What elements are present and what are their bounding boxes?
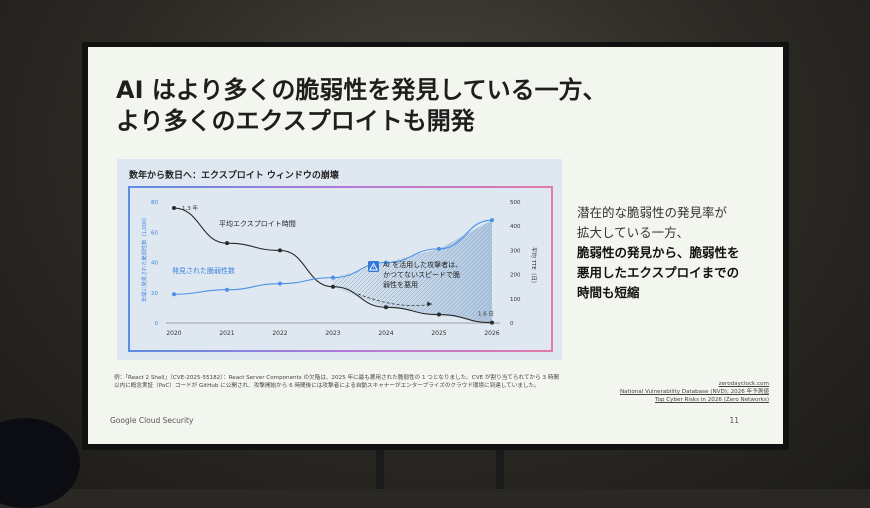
slide-title: AI はより多くの脆弱性を発見している一方、 より多くのエクスプロイトも開発 bbox=[116, 75, 736, 137]
vulnerability-point bbox=[331, 275, 335, 280]
exploit-time-point bbox=[384, 305, 388, 310]
y-right-tick-label: 300 bbox=[510, 248, 521, 254]
vulnerability-point bbox=[172, 292, 176, 297]
reference-3[interactable]: Top Cyber Risks in 2026 (Zero Networks) bbox=[655, 397, 769, 403]
chart-panel: 数年から数日へ：エクスプロイト ウィンドウの崩壊 2020 2021 2022 202… bbox=[117, 159, 562, 360]
exploit-time-point bbox=[172, 206, 176, 211]
side-line-4: 悪用したエクスプロイまでの bbox=[577, 265, 740, 280]
vulnerability-point bbox=[490, 218, 494, 223]
footnote: 例：「React 2 Shell」（CVE-2025-55182）：React … bbox=[114, 374, 584, 390]
y-right-tick-label: 0 bbox=[510, 321, 514, 327]
y-left-tick-label: 20 bbox=[151, 291, 158, 297]
title-line-1: AI はより多くの脆弱性を発見している一方、 bbox=[116, 76, 607, 104]
series-label-vulnerabilities: 発見された脆弱性数 bbox=[172, 266, 235, 275]
callout-line-3: 弱性を悪用 bbox=[383, 280, 418, 289]
x-tick-label: 2020 bbox=[166, 330, 181, 337]
footnote-line-2: 以内に概念実証（PoC）コードが GitHub に公開され、攻撃開始から 6 時… bbox=[114, 383, 540, 389]
monitor-stand-right bbox=[496, 449, 504, 489]
callout-line-1: AI を活用した攻撃者は、 bbox=[383, 260, 462, 269]
footnote-line-1: 例：「React 2 Shell」（CVE-2025-55182）：React … bbox=[114, 375, 559, 381]
series-label-exploit-time: 平均エクスプロイト時間 bbox=[219, 219, 296, 228]
y-right-tick-label: 100 bbox=[510, 297, 521, 303]
references: zerodayclock.com National Vulnerability … bbox=[620, 380, 769, 404]
y-left-tick-label: 60 bbox=[151, 230, 158, 236]
exploit-time-point bbox=[278, 248, 282, 253]
vulnerability-point bbox=[225, 287, 229, 292]
y-left-tick-label: 40 bbox=[151, 261, 158, 267]
x-tick-label: 2022 bbox=[272, 330, 287, 337]
title-line-2: より多くのエクスプロイトも開発 bbox=[116, 107, 475, 135]
svg-text:!: ! bbox=[373, 265, 375, 271]
page-number: 11 bbox=[729, 416, 739, 425]
exploit-time-point bbox=[437, 312, 441, 317]
line-chart: 2020 2021 2022 2023 2024 2025 2026 0 20 40 60 80 0 10… bbox=[140, 200, 538, 337]
ai-callout: ! AI を活用した攻撃者は、 かつてないスピードで脆 弱性を悪用 bbox=[357, 260, 462, 307]
side-line-1: 潜在的な脆弱性の発見率が bbox=[577, 205, 728, 220]
y-axis-right-label: 平均 TTE（日） bbox=[530, 247, 538, 286]
callout-arrow bbox=[357, 293, 433, 306]
y-right-tick-label: 400 bbox=[510, 224, 521, 230]
y-axis-left-label: 年間に発見された脆弱性数（1,000） bbox=[140, 215, 148, 302]
x-tick-label: 2023 bbox=[325, 330, 340, 337]
end-value-label: 1.6 日 bbox=[478, 311, 494, 318]
side-line-5: 時間も短縮 bbox=[577, 285, 640, 300]
x-tick-label: 2026 bbox=[484, 330, 499, 337]
monitor-stand-left bbox=[376, 449, 384, 489]
y-right-tick-label: 200 bbox=[510, 273, 521, 279]
callout-line-2: かつてないスピードで脆 bbox=[383, 270, 460, 279]
x-tick-label: 2024 bbox=[378, 330, 393, 337]
brand-footer: Google Cloud Security bbox=[110, 416, 194, 425]
presentation-slide: AI はより多くの脆弱性を発見している一方、 より多くのエクスプロイトも開発 数… bbox=[88, 47, 783, 444]
exploit-time-point bbox=[225, 241, 229, 246]
reference-2[interactable]: National Vulnerability Database (NVD); 2… bbox=[619, 389, 769, 395]
start-value-label: 1.3 年 bbox=[182, 204, 198, 212]
side-line-2: 拡大している一方、 bbox=[577, 225, 690, 240]
x-tick-label: 2021 bbox=[219, 330, 234, 337]
exploit-time-point bbox=[331, 284, 335, 289]
reference-1[interactable]: zerodayclock.com bbox=[718, 381, 769, 387]
chart-frame: 2020 2021 2022 2023 2024 2025 2026 0 20 40 60 80 0 10… bbox=[128, 186, 553, 352]
y-left-tick-label: 0 bbox=[155, 321, 159, 327]
chart-heading: 数年から数日へ：エクスプロイト ウィンドウの崩壊 bbox=[129, 171, 339, 181]
warning-triangle-icon bbox=[368, 261, 379, 272]
y-right-tick-label: 500 bbox=[510, 200, 521, 206]
side-line-3: 脆弱性の発見から、脆弱性を bbox=[577, 245, 740, 260]
side-text: 潜在的な脆弱性の発見率が 拡大している一方、 脆弱性の発見から、脆弱性を 悪用し… bbox=[577, 203, 777, 303]
x-tick-label: 2025 bbox=[431, 330, 446, 337]
exploit-time-point bbox=[490, 320, 494, 325]
vulnerability-point bbox=[278, 281, 282, 286]
vulnerability-point bbox=[384, 260, 388, 265]
vulnerability-point bbox=[437, 246, 441, 251]
y-left-tick-label: 80 bbox=[151, 200, 158, 206]
